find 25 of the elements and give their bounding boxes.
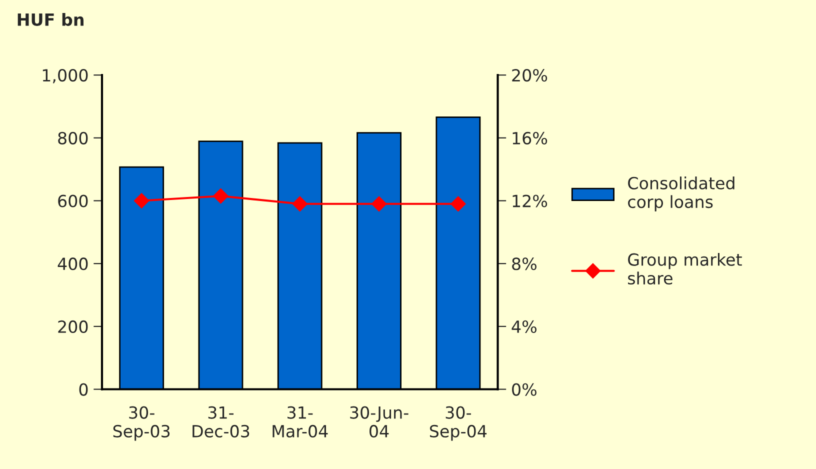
y-tick-label: 1,000 (42, 69, 88, 84)
point (292, 196, 308, 212)
x-tick-label: 30- Sep-03 (113, 406, 170, 441)
point (134, 193, 150, 208)
point (450, 196, 466, 212)
y-tick-label: 600 (58, 194, 88, 208)
point (371, 196, 387, 212)
y2-tick-label: 0% (512, 383, 536, 396)
y-axis-title: HUF bn (18, 13, 84, 26)
y-tick-label: 400 (58, 258, 88, 270)
x-tick-label: 30-Jun- 04 (350, 406, 408, 438)
point (213, 188, 228, 204)
legend-label: Group market share (628, 252, 742, 285)
y-tick-label: 0 (79, 383, 88, 396)
y2-tick-label: 16% (512, 132, 548, 144)
y-tick-label: 200 (58, 320, 88, 333)
y2-tick-label: 12% (512, 194, 548, 208)
y2-tick-label: 4% (512, 320, 536, 333)
legend-label: Consolidated corp loans (628, 176, 734, 212)
x-tick-label: 30- Sep-04 (430, 406, 487, 441)
x-tick-label: 31- Dec-03 (192, 406, 250, 438)
x-tick-label: 31- Mar-04 (272, 406, 328, 438)
y2-tick-label: 8% (512, 258, 536, 270)
y-tick-label: 800 (58, 132, 88, 144)
y2-tick-label: 20% (512, 69, 548, 82)
